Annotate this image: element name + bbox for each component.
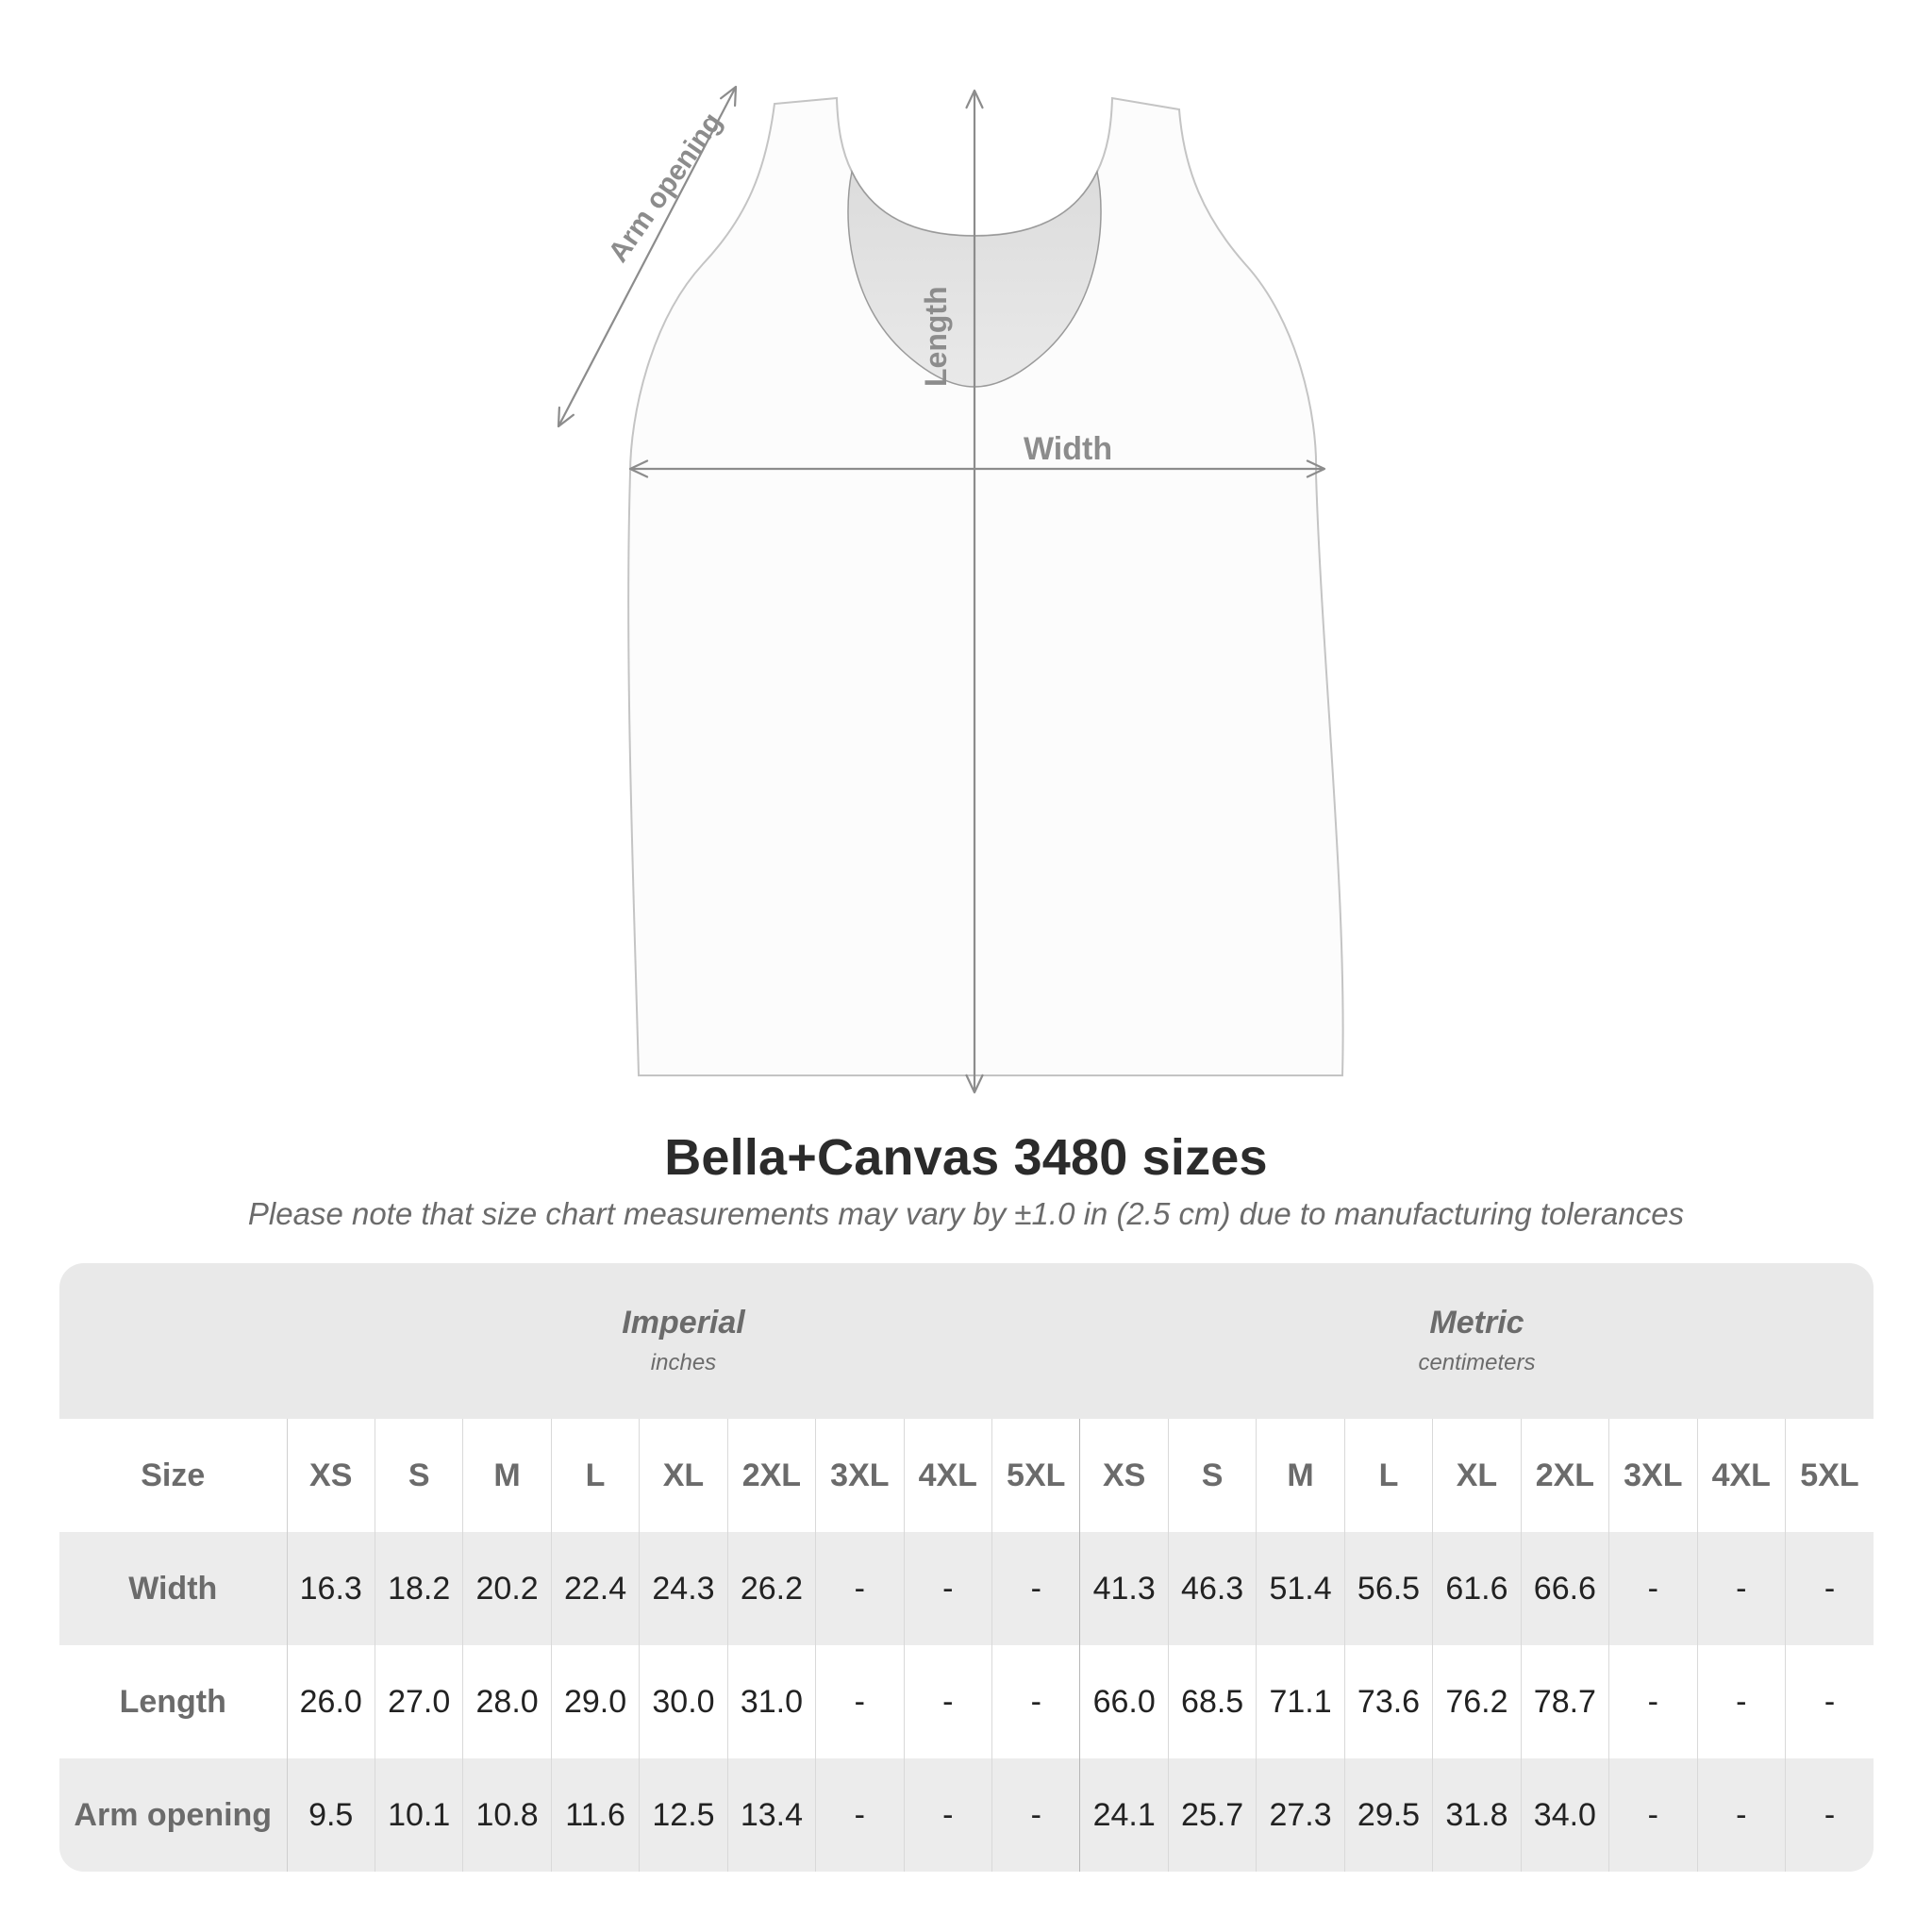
svg-text:Width: Width [1024,431,1112,467]
svg-text:Length: Length [919,286,953,387]
svg-text:Arm opening: Arm opening [603,108,728,268]
